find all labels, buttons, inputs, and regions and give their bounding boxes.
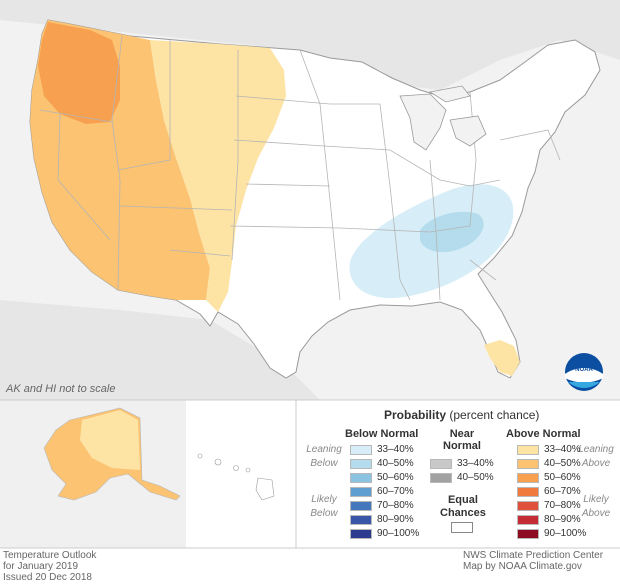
near-normal-heading: Near Normal (443, 428, 481, 452)
canada-land (0, 0, 620, 90)
below-label-5: 80–90% (377, 514, 414, 525)
mexico-land (0, 300, 320, 400)
footer-left: Temperature Outlook for January 2019 Iss… (3, 550, 97, 583)
above-label-3: 60–70% (544, 486, 581, 497)
near-swatch-0 (430, 459, 452, 469)
above-33-40-florida (484, 340, 520, 376)
above-label-2: 50–60% (544, 472, 581, 483)
near-label-1: 40–50% (457, 472, 494, 483)
below-swatch-4 (350, 501, 372, 511)
above-label-6: 90–100% (544, 528, 587, 539)
below-swatch-5 (350, 515, 372, 525)
below-swatch-0 (350, 445, 372, 455)
noaa-logo-text: NOAA (575, 367, 593, 373)
above-swatch-2 (517, 473, 539, 483)
footer-right: NWS Climate Prediction Center Map by NOA… (463, 550, 604, 572)
above-swatch-3 (517, 487, 539, 497)
below-swatch-1 (350, 459, 372, 469)
near-normal-scale: 33–40% 40–50% (430, 458, 500, 488)
great-lakes (399, 85, 487, 151)
likely-below-label: Likely Below (310, 494, 338, 519)
alaska-lean (80, 410, 140, 470)
legend-title: Probability (percent chance) (384, 408, 540, 422)
above-label-0: 33–40% (544, 444, 581, 455)
above-normal-scale: 33–40% 40–50% 50–60% 60–70% 70–80% 80–90% 90–1… (517, 444, 587, 544)
scale-note: AK and HI not to scale (6, 383, 116, 395)
above-33-40-west (150, 40, 286, 312)
above-swatch-4 (517, 501, 539, 511)
below-label-4: 70–80% (377, 500, 414, 511)
equal-chances-label: Equal Chances (440, 494, 486, 519)
hawaii-islands (197, 453, 275, 501)
above-50-60-northwest (38, 22, 120, 124)
above-label-4: 70–80% (544, 500, 581, 511)
above-swatch-0 (517, 445, 539, 455)
below-40-50-southeast (420, 211, 484, 253)
above-swatch-6 (517, 529, 539, 539)
below-label-1: 40–50% (377, 458, 414, 469)
above-swatch-1 (517, 459, 539, 469)
noaa-logo (565, 353, 603, 391)
state-borders (39, 35, 561, 301)
hawaii-panel (186, 400, 296, 548)
below-normal-heading: Below Normal (345, 428, 419, 440)
leaning-above-label: Leaning Above (578, 444, 614, 469)
above-swatch-5 (517, 515, 539, 525)
likely-above-label: Likely Above (581, 494, 611, 519)
above-label-1: 40–50% (544, 458, 581, 469)
above-normal-heading: Above Normal (506, 428, 581, 440)
below-label-3: 60–70% (377, 486, 414, 497)
leaning-below-label: Leaning Below (306, 444, 342, 469)
below-swatch-6 (350, 529, 372, 539)
above-label-5: 80–90% (544, 514, 581, 525)
below-label-6: 90–100% (377, 528, 420, 539)
below-swatch-2 (350, 473, 372, 483)
near-swatch-1 (430, 473, 452, 483)
below-label-0: 33–40% (377, 444, 414, 455)
near-label-0: 33–40% (457, 458, 494, 469)
equal-chances-swatch (451, 522, 473, 533)
below-label-2: 50–60% (377, 472, 414, 483)
below-swatch-3 (350, 487, 372, 497)
below-normal-scale: 33–40% 40–50% 50–60% 60–70% 70–80% 80–90% 90–1… (350, 444, 430, 544)
